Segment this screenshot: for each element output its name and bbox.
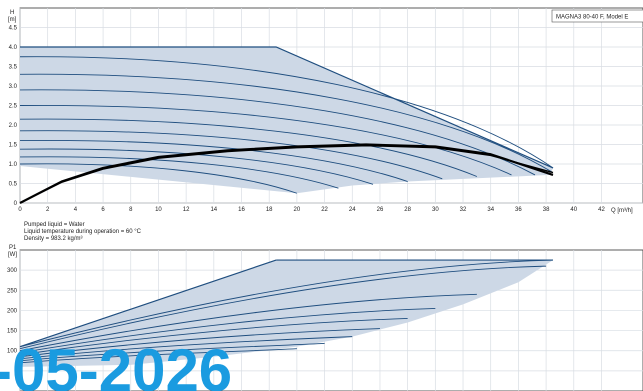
power-y-label-line1: P1 [9,245,17,251]
head-x-tick-label: 22 [321,207,328,213]
head-x-tick-label: 12 [183,207,190,213]
head-y-tick-label: 1.0 [9,162,18,168]
system-curve [19,144,554,204]
head-speed-curve [19,56,554,169]
liquid-info-line-3: Density = 983.2 kg/m³ [24,236,83,242]
head-y-label-line2: [m] [8,17,17,23]
head-max-curve [20,46,554,169]
power-left-edge [19,259,277,348]
head-x-tick-label: 4 [74,207,78,213]
power-y-tick-label: 200 [7,308,18,314]
head-x-tick-label: 38 [543,207,550,213]
power-speed-curve [19,348,297,364]
power-speed-curve [19,293,477,352]
power-speed-curve [19,343,325,362]
power-speed-curve [19,328,380,358]
head-x-label: Q [m³/h] [611,208,633,214]
power-speed-curve [19,259,554,348]
head-x-tick-label: 24 [349,207,356,213]
head-x-tick-label: 34 [487,207,494,213]
head-y-tick-label: 3.5 [9,65,18,71]
head-speed-curve [19,118,478,177]
power-speed-curve [19,265,547,350]
head-speed-curve [19,163,298,194]
head-x-tick-label: 16 [238,207,245,213]
head-speed-curve [19,104,512,176]
head-x-tick-label: 2 [46,207,50,213]
model-label-box [551,9,643,23]
head-speed-curve [19,130,443,180]
power-speed-curve [19,336,353,360]
head-chart: 0 2 4 6 8 10 12 14 16 18 20 22 24 26 28 30 32 34 36 38 40 42 … [8,7,643,214]
head-x-tick-label: 20 [294,207,301,213]
head-x-tick-label: 32 [460,207,467,213]
head-y-label-line1: H [10,10,14,16]
head-x-tick-labels: 0 2 4 6 8 10 12 14 16 18 20 22 24 26 28 30 32 34 36 38 40 42 [18,207,605,213]
head-operating-envelope [20,47,554,194]
head-x-tick-label: 36 [515,207,522,213]
head-x-tick-label: 30 [432,207,439,213]
head-y-tick-label: 0.5 [9,182,18,188]
head-x-tick-label: 6 [101,207,105,213]
head-x-tick-label: 10 [155,207,162,213]
head-speed-curve [19,148,374,185]
head-y-tick-label: 2.5 [9,104,18,110]
head-speed-curve [19,73,552,173]
head-x-tick-label: 8 [129,207,133,213]
head-y-tick-label: 4.5 [9,26,18,32]
power-speed-curve [19,307,436,354]
power-y-tick-labels: 100 150 200 250 300 [7,268,18,355]
head-x-tick-label: 26 [377,207,384,213]
system-curve [19,143,554,204]
liquid-info-line-2: Liquid temperature during operation = 60… [24,229,142,235]
power-y-tick-label: 100 [7,349,18,355]
head-y-tick-label: 3.0 [9,84,18,90]
head-x-tick-label: 42 [598,207,605,213]
power-y-tick-label: 250 [7,288,18,294]
power-y-tick-label: 150 [7,329,18,335]
power-operating-envelope [20,260,554,367]
head-x-tick-label: 28 [404,207,411,213]
head-y-tick-labels: 0 0.5 1.0 1.5 2.0 2.5 3.0 3.5 4.0 4.5 [9,26,18,208]
head-y-tick-label: 1.5 [9,143,18,149]
head-x-tick-label: 14 [210,207,217,213]
power-chart: 100 150 200 250 300 P1 [W] [7,245,643,391]
head-y-tick-label: 2.0 [9,123,18,129]
power-speed-curves [19,259,554,364]
model-label: MAGNA3 80-40 F, Model E [556,15,628,21]
system-curves [19,143,554,204]
date-stamp: -05-2026 [0,337,232,391]
head-speed-curve [19,156,339,189]
power-y-tick-label: 300 [7,268,18,274]
head-x-tick-label: 0 [18,207,22,213]
power-speed-curve [19,318,408,356]
power-y-label-line2: [W] [8,252,17,258]
head-x-tick-label: 40 [570,207,577,213]
head-y-tick-label: 4.0 [9,45,18,51]
liquid-info-line-1: Pumped liquid = Water [24,222,85,228]
head-x-tick-label: 18 [266,207,273,213]
head-y-tick-label: 0 [14,201,18,207]
liquid-info: Pumped liquid = Water Liquid temperature… [24,222,142,242]
